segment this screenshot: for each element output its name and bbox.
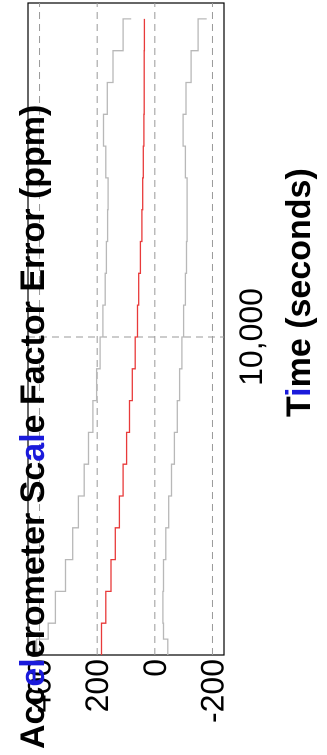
plot-area (27, 2, 225, 656)
x-label-highlight: i (280, 387, 318, 396)
x-tick-label: 10,000 (233, 288, 269, 386)
series-line-2 (35, 18, 132, 655)
y-tick-label: 0 (137, 659, 173, 677)
series-line-3 (162, 18, 207, 655)
y-label-part: Acc (14, 687, 52, 749)
y-tick-labels: 400 200 0 -200 (22, 659, 231, 723)
x-label-part: me (seconds) (280, 168, 318, 387)
y-label-highlight: al (14, 433, 52, 461)
x-label-part: T (280, 396, 318, 417)
y-tick-label: 200 (79, 659, 115, 712)
series-layer (35, 18, 207, 655)
y-axis-label: Accelerometer Scale Factor Error (ppm) (14, 105, 52, 749)
y-tick-label: -200 (194, 659, 230, 723)
y-label-part: e Factor Error (ppm) (14, 105, 52, 434)
x-axis-label: Time (seconds) (280, 168, 318, 417)
y-label-highlight: el (14, 658, 52, 686)
y-tick-label: 400 (22, 659, 58, 712)
y-label-part: erometer Sc (14, 462, 52, 659)
x-tick-labels: 10,000 (233, 288, 269, 386)
series-line-1 (100, 18, 146, 655)
grid (28, 3, 224, 655)
